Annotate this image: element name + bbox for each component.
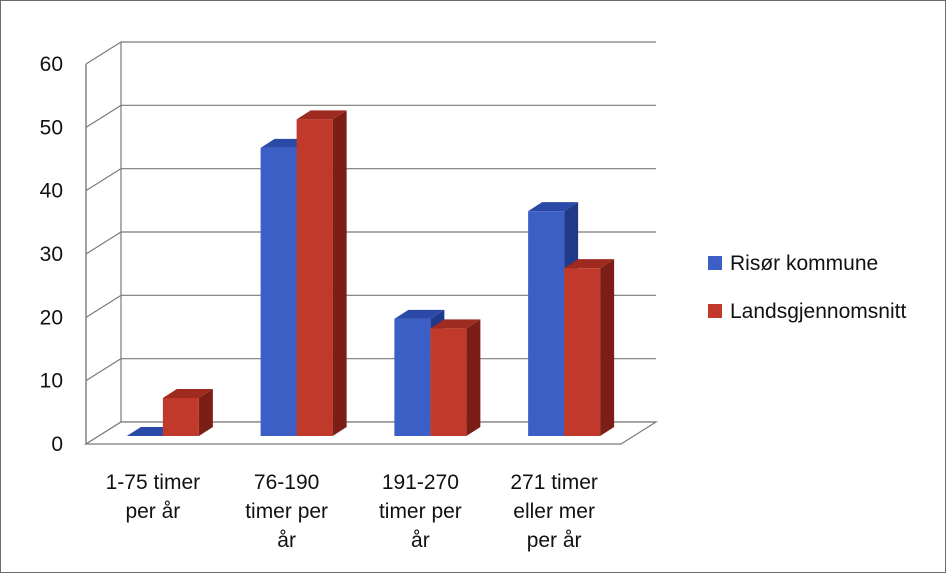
y-tick-label: 10 — [40, 370, 63, 393]
x-tick-label: år — [411, 529, 430, 552]
bar-top — [430, 319, 481, 329]
y-tick-label: 50 — [40, 116, 63, 139]
bar-top — [564, 259, 615, 269]
gridline-side — [85, 168, 122, 192]
y-tick-label: 30 — [40, 243, 63, 266]
x-tick-label: 76-190 — [254, 471, 319, 494]
bar-top — [394, 309, 445, 319]
bar — [296, 119, 333, 436]
legend-swatch — [708, 304, 722, 318]
legend-swatch — [708, 256, 722, 270]
x-tick-label: 271 timer — [510, 471, 598, 494]
x-tick-label: 1-75 timer — [106, 471, 201, 494]
x-tick-label: eller mer — [513, 500, 595, 523]
x-tick-label: 191-270 — [382, 471, 459, 494]
gridline-side — [85, 294, 122, 318]
chart-floor — [83, 421, 659, 445]
bar-side — [332, 110, 347, 436]
x-tick-label: år — [277, 529, 296, 552]
y-tick-label: 0 — [51, 433, 63, 456]
y-tick-label: 60 — [40, 53, 63, 76]
legend-label: Landsgjennomsnitt — [730, 300, 906, 323]
bar-side — [198, 389, 213, 436]
x-tick-label: timer per — [245, 500, 328, 523]
gridline-side — [85, 358, 122, 382]
y-tick-label: 40 — [40, 180, 63, 203]
x-tick-label: per år — [527, 529, 582, 552]
bar — [564, 268, 601, 436]
gridline-side — [85, 41, 122, 65]
bar — [394, 318, 431, 436]
bar-side — [600, 259, 615, 436]
bar-top — [296, 110, 347, 120]
x-tick-label: per år — [125, 500, 180, 523]
bar — [260, 147, 297, 437]
y-tick-label: 20 — [40, 306, 63, 329]
bar — [162, 398, 199, 436]
bar-side — [466, 319, 481, 436]
gridline-side — [85, 231, 122, 255]
legend-label: Risør kommune — [730, 252, 878, 275]
bar — [430, 328, 467, 436]
bar — [528, 211, 565, 436]
gridline-side — [85, 104, 122, 128]
bar-top — [162, 389, 213, 398]
bar-top — [528, 202, 579, 212]
x-tick-label: timer per — [379, 500, 462, 523]
